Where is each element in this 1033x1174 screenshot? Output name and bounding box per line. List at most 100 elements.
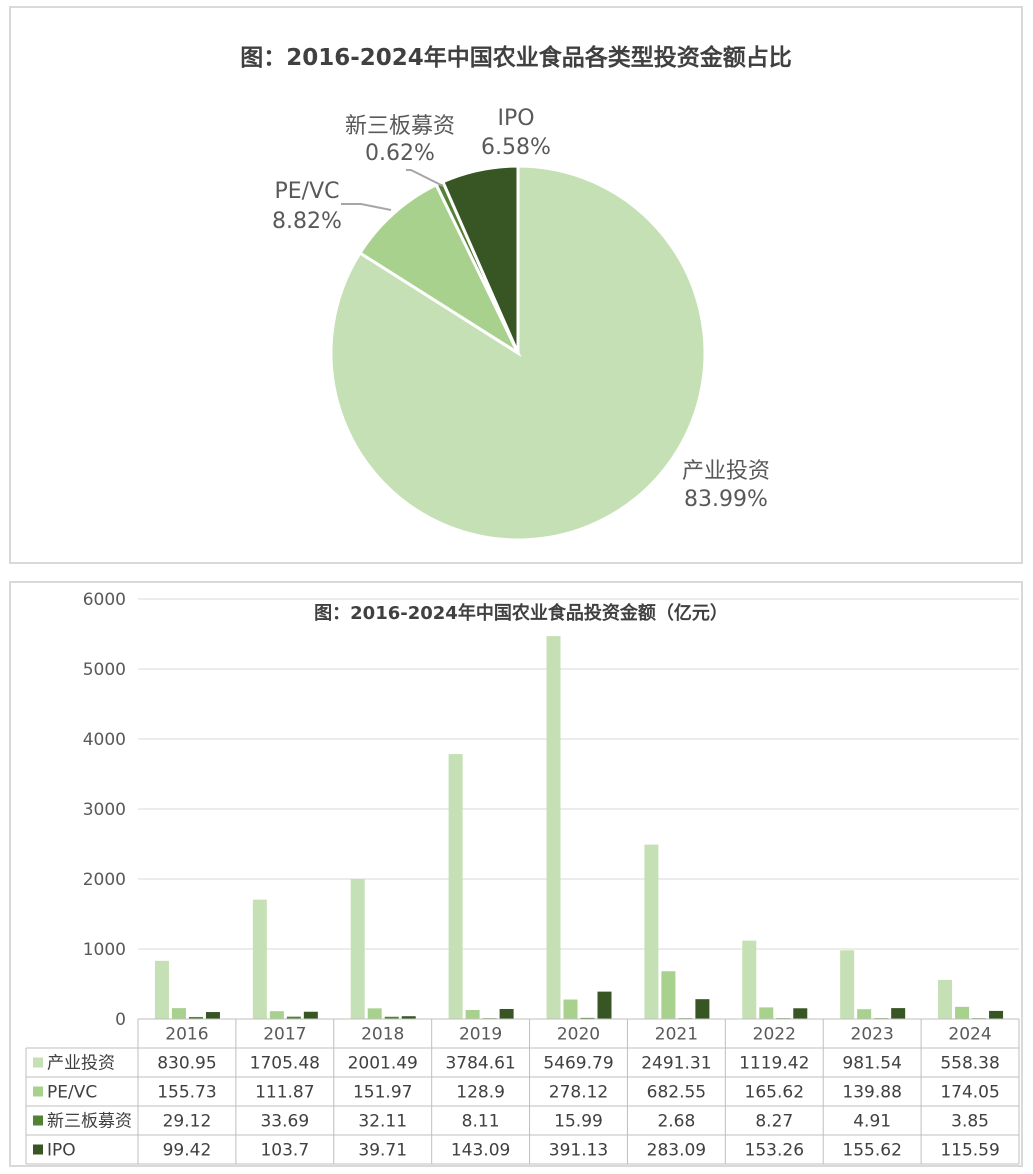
pie-label-name-2: 新三板募资: [345, 114, 455, 139]
y-tick-label-4: 4000: [83, 730, 126, 750]
data-label-0-4: 5469.79: [543, 1054, 613, 1074]
bar-2021-3: [695, 999, 710, 1019]
y-tick-label-3: 3000: [83, 800, 126, 820]
data-label-1-7: 139.88: [842, 1083, 901, 1103]
bar-2024-3: [989, 1010, 1004, 1019]
legend-key-2: [33, 1115, 43, 1126]
data-label-2-0: 29.12: [163, 1112, 212, 1132]
bar-2018-2: [384, 1016, 399, 1019]
x-tick-label-2023: 2023: [851, 1025, 894, 1045]
data-label-0-7: 981.54: [842, 1054, 901, 1074]
bar-2017-1: [269, 1011, 284, 1019]
bar-2020-2: [580, 1017, 595, 1019]
data-label-0-6: 1119.42: [739, 1054, 809, 1074]
data-label-2-4: 15.99: [554, 1112, 603, 1132]
data-label-2-5: 2.68: [657, 1112, 695, 1132]
legend-label-3: IPO: [47, 1141, 76, 1161]
x-tick-label-2020: 2020: [557, 1025, 600, 1045]
data-label-0-0: 830.95: [157, 1054, 216, 1074]
data-label-0-5: 2491.31: [641, 1054, 711, 1074]
bar-2019-1: [465, 1009, 480, 1019]
bar-2021-0: [644, 844, 659, 1019]
bar-2022-1: [759, 1007, 774, 1019]
bar-2024-1: [955, 1006, 970, 1019]
data-label-1-2: 151.97: [353, 1083, 412, 1103]
y-tick-label-6: 6000: [83, 590, 126, 610]
data-label-3-5: 283.09: [647, 1141, 706, 1161]
pie-slice-1: [357, 182, 522, 358]
data-label-2-1: 33.69: [260, 1112, 309, 1132]
legend-key-1: [33, 1086, 43, 1097]
bar-2016-2: [188, 1016, 203, 1019]
data-label-0-8: 558.38: [940, 1054, 999, 1074]
data-label-1-5: 682.55: [647, 1083, 706, 1103]
y-tick-label-0: 0: [115, 1010, 126, 1030]
data-label-3-8: 115.59: [940, 1141, 999, 1161]
pie-chart-title: 图：2016-2024年中国农业食品各类型投资金额占比: [240, 44, 792, 71]
data-label-1-6: 165.62: [745, 1083, 804, 1103]
x-tick-label-2017: 2017: [263, 1025, 306, 1045]
bar-2016-0: [154, 960, 169, 1019]
data-label-3-3: 143.09: [451, 1141, 510, 1161]
pie-leader-line-2: [406, 169, 444, 187]
bar-2017-3: [303, 1011, 318, 1019]
pie-label-value-2: 0.62%: [365, 141, 435, 166]
data-label-0-3: 3784.61: [445, 1054, 515, 1074]
y-tick-label-2: 2000: [83, 870, 126, 890]
bar-2018-1: [367, 1008, 382, 1019]
bar-2018-3: [401, 1016, 416, 1019]
data-label-3-6: 153.26: [745, 1141, 804, 1161]
bar-2018-0: [350, 878, 365, 1019]
data-label-1-3: 128.9: [456, 1083, 505, 1103]
bar-2023-0: [840, 950, 855, 1019]
legend-label-1: PE/VC: [47, 1083, 97, 1103]
bar-2019-0: [448, 754, 463, 1019]
bar-2021-1: [661, 971, 676, 1019]
legend-key-0: [33, 1057, 43, 1068]
pie-chart-panel: 图：2016-2024年中国农业食品各类型投资金额占比 产业投资 83.99% PE…: [9, 6, 1023, 564]
data-label-3-0: 99.42: [163, 1141, 212, 1161]
bar-chart-panel: 0 1000 2000 3000 4000 5000 6000 2016 2017 2018 20…: [9, 581, 1023, 1167]
bar-2017-0: [252, 899, 267, 1019]
data-label-1-8: 174.05: [940, 1083, 999, 1103]
bar-chart: 0 1000 2000 3000 4000 5000 6000 2016 2017 2018 20…: [25, 590, 1020, 1165]
data-label-2-6: 8.27: [755, 1112, 793, 1132]
bar-2016-3: [205, 1012, 220, 1019]
bar-2020-0: [546, 636, 561, 1019]
bar-2022-3: [793, 1008, 808, 1019]
data-label-2-2: 32.11: [358, 1112, 407, 1132]
bar-2020-1: [563, 999, 578, 1019]
data-label-2-7: 4.91: [853, 1112, 891, 1132]
data-label-3-1: 103.7: [260, 1141, 309, 1161]
bar-chart-title: 图：2016-2024年中国农业食品投资金额（亿元）: [314, 602, 728, 624]
data-label-3-7: 155.62: [842, 1141, 901, 1161]
y-tick-label-5: 5000: [83, 660, 126, 680]
x-tick-label-2019: 2019: [459, 1025, 502, 1045]
pie-chart: 图：2016-2024年中国农业食品各类型投资金额占比 产业投资 83.99% PE…: [240, 44, 792, 542]
data-label-1-4: 278.12: [549, 1083, 608, 1103]
data-label-1-0: 155.73: [157, 1083, 216, 1103]
x-tick-label-2024: 2024: [948, 1025, 991, 1045]
bar-2023-1: [857, 1009, 872, 1019]
data-label-2-3: 8.11: [462, 1112, 500, 1132]
x-tick-label-2021: 2021: [655, 1025, 698, 1045]
pie-label-value-0: 83.99%: [684, 487, 768, 512]
bar-2017-2: [286, 1016, 301, 1019]
bar-2023-3: [891, 1008, 906, 1019]
pie-label-name-1: PE/VC: [275, 179, 340, 204]
pie-slice-3: [440, 164, 520, 354]
x-tick-label-2016: 2016: [165, 1025, 208, 1045]
bar-2022-0: [742, 940, 757, 1019]
data-label-1-1: 111.87: [255, 1083, 314, 1103]
data-label-3-4: 391.13: [549, 1141, 608, 1161]
pie-label-name-3: IPO: [497, 106, 534, 131]
data-label-0-2: 2001.49: [348, 1054, 418, 1074]
pie-label-name-0: 产业投资: [682, 459, 770, 484]
bar-2024-0: [938, 979, 953, 1019]
data-label-2-8: 3.85: [951, 1112, 989, 1132]
data-label-3-2: 39.71: [358, 1141, 407, 1161]
bar-2016-1: [171, 1008, 186, 1019]
bar-2019-3: [499, 1008, 514, 1019]
bar-2020-3: [597, 991, 612, 1019]
legend-label-0: 产业投资: [47, 1054, 115, 1074]
